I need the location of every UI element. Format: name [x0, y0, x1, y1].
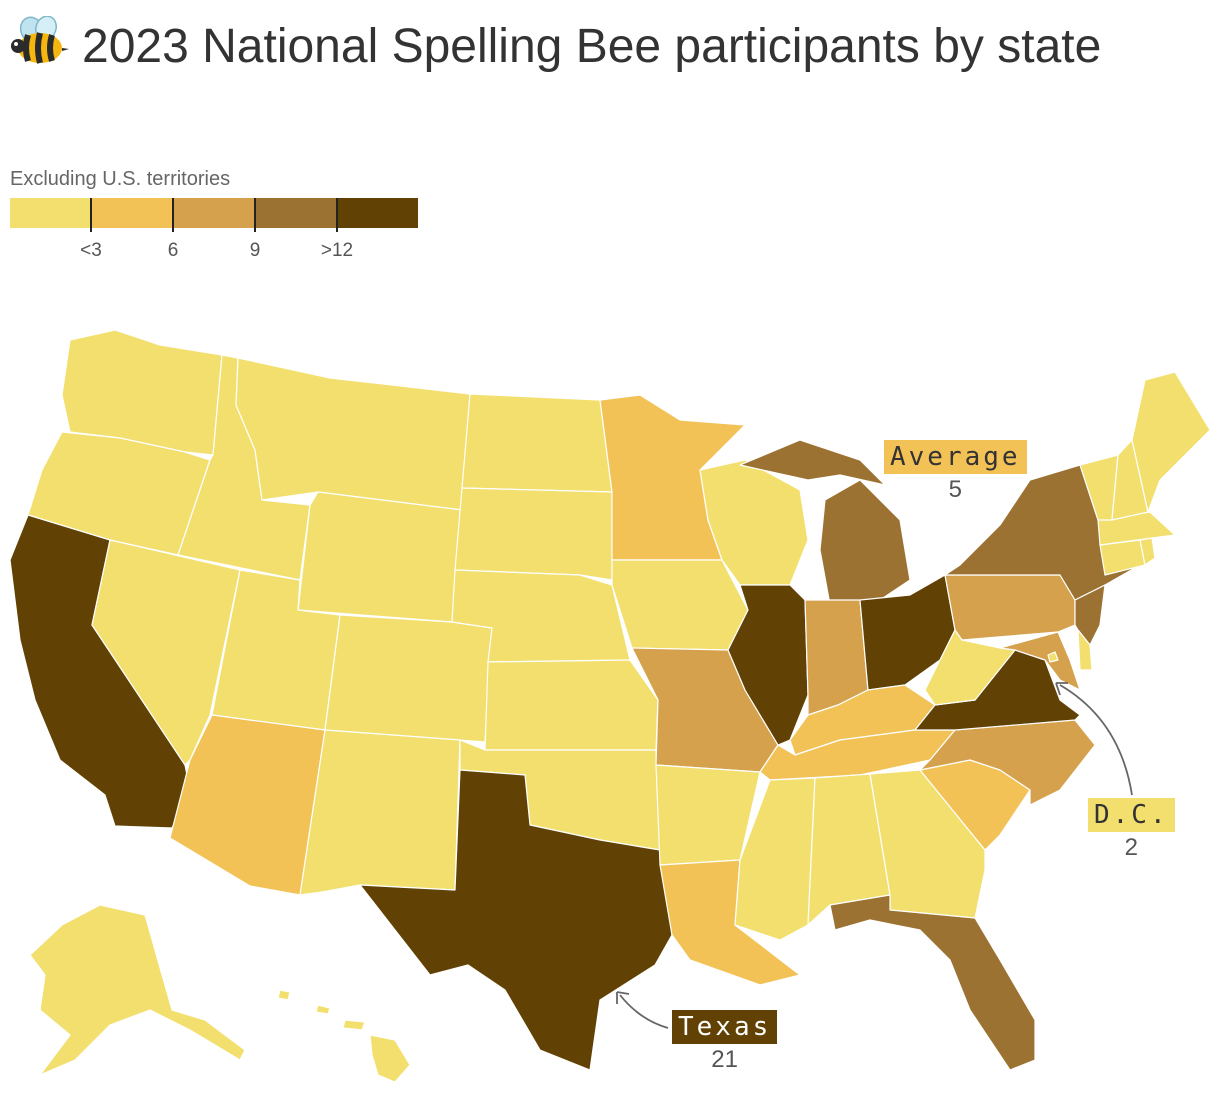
legend-tick	[254, 198, 256, 232]
state-ks	[484, 659, 659, 751]
state-mt	[235, 357, 471, 511]
state-dc	[1047, 651, 1059, 663]
texas-value: 21	[711, 1046, 738, 1073]
state-pa	[944, 574, 1076, 641]
dc-value: 2	[1124, 834, 1138, 861]
legend-tick-label: 9	[249, 240, 261, 261]
texas-callout: Texas 21	[672, 1010, 778, 1074]
state-me	[1131, 371, 1211, 513]
average-callout: Average 5	[884, 440, 1027, 504]
state-ak	[29, 904, 246, 1076]
legend-tick	[336, 198, 338, 232]
state-md	[999, 631, 1081, 691]
legend-tick	[172, 198, 174, 232]
state-wa	[61, 329, 223, 456]
dc-leader-line	[1059, 684, 1133, 796]
state-il	[727, 584, 809, 746]
bee-icon	[10, 15, 70, 68]
legend-bar	[10, 198, 418, 228]
state-sd	[454, 487, 613, 581]
texas-leader-line	[619, 994, 669, 1029]
average-value: 5	[948, 476, 962, 503]
legend-tick-label: <3	[80, 240, 102, 261]
texas-label: Texas	[672, 1010, 778, 1044]
page-title: 2023 National Spelling Bee participants …	[10, 14, 1110, 80]
state-mi	[739, 439, 911, 606]
legend-swatch-4	[336, 198, 418, 228]
legend-swatch-3	[254, 198, 337, 228]
legend-swatch-1	[91, 198, 174, 228]
legend-swatch-0	[10, 198, 92, 228]
legend-tick-label: 6	[167, 240, 179, 261]
legend-tick-label: >12	[320, 240, 354, 261]
title-text: 2023 National Spelling Bee participants …	[82, 20, 1102, 73]
state-tx	[359, 769, 673, 1071]
state-co	[324, 614, 493, 743]
state-hi	[277, 989, 411, 1083]
state-nd	[461, 393, 613, 493]
state-ct	[1099, 539, 1146, 576]
dc-leader-arrowhead	[1055, 682, 1068, 696]
state-de	[1077, 629, 1093, 671]
state-wy	[297, 491, 463, 623]
state-nm	[299, 729, 461, 896]
dc-label: D.C.	[1088, 798, 1175, 832]
average-label: Average	[884, 440, 1027, 474]
state-ia	[611, 559, 749, 651]
legend-swatch-2	[173, 198, 255, 228]
us-state-map	[9, 329, 1211, 1083]
texas-leader-arrowhead	[616, 991, 630, 1004]
color-legend: <3 6 9 >12	[10, 198, 420, 268]
state-fl	[829, 894, 1036, 1071]
subtitle: Excluding U.S. territories	[10, 168, 231, 190]
dc-callout: D.C. 2	[1088, 798, 1175, 862]
legend-tick	[90, 198, 92, 232]
